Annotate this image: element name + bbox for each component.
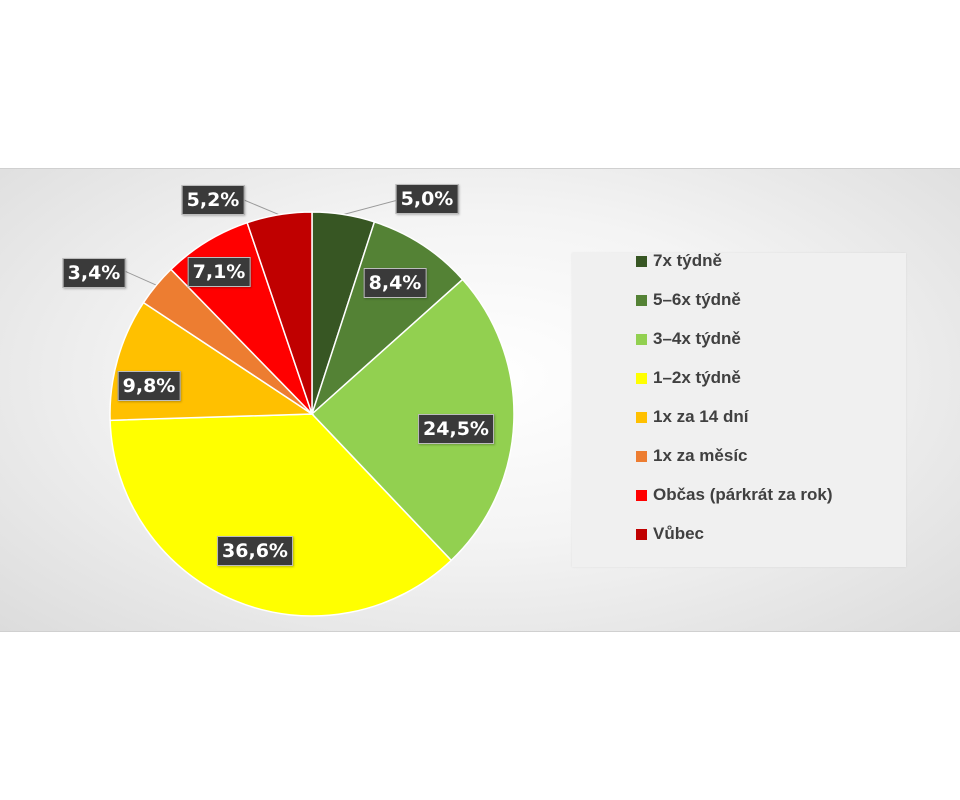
legend-label-1x-za-14-dni: 1x za 14 dní bbox=[653, 407, 749, 426]
data-label-7x-tydne: 5,0% bbox=[395, 184, 459, 214]
legend-item-obcas: Občas (párkrát za rok) bbox=[636, 484, 833, 506]
legend-label-obcas: Občas (párkrát za rok) bbox=[653, 485, 833, 504]
data-label-1x-za-mesic: 3,4% bbox=[62, 258, 126, 288]
legend-swatch-3-4x-tydne bbox=[636, 333, 647, 345]
leader-line-7 bbox=[243, 199, 280, 216]
pie-slice-2 bbox=[310, 278, 515, 562]
legend-swatch-obcas bbox=[636, 489, 647, 501]
legend-item-3-4x-tydne: 3–4x týdně bbox=[636, 328, 741, 350]
data-label-obcas: 7,1% bbox=[187, 257, 251, 287]
legend-swatch-vubec bbox=[636, 528, 647, 540]
pie-slice-3 bbox=[109, 413, 453, 617]
legend-label-7x-tydne: 7x týdně bbox=[653, 251, 722, 270]
legend-swatch-1-2x-tydne bbox=[636, 372, 647, 384]
leader-line-5 bbox=[119, 268, 157, 286]
chart-area: 5,0% 8,4% 24,5% 36,6% 9,8% 3,4% 7,1% 5,2… bbox=[0, 168, 960, 632]
legend-swatch-1x-za-14-dni bbox=[636, 411, 647, 423]
legend-swatch-1x-za-mesic bbox=[636, 450, 647, 462]
legend-item-vubec: Vůbec bbox=[636, 523, 704, 545]
legend-label-3-4x-tydne: 3–4x týdně bbox=[653, 329, 741, 348]
legend-swatch-7x-tydne bbox=[636, 255, 647, 267]
legend-item-1x-za-mesic: 1x za měsíc bbox=[636, 445, 748, 467]
data-label-1x-za-14-dni: 9,8% bbox=[117, 371, 181, 401]
legend-item-7x-tydne: 7x týdně bbox=[636, 250, 722, 272]
legend-swatch-5-6x-tydne bbox=[636, 294, 647, 306]
data-label-1-2x-tydne: 36,6% bbox=[217, 536, 293, 566]
pie-slice-7 bbox=[246, 211, 313, 415]
legend-item-1-2x-tydne: 1–2x týdně bbox=[636, 367, 741, 389]
legend-label-5-6x-tydne: 5–6x týdně bbox=[653, 290, 741, 309]
legend-label-1-2x-tydne: 1–2x týdně bbox=[653, 368, 741, 387]
data-label-vubec: 5,2% bbox=[181, 185, 245, 215]
legend-item-5-6x-tydne: 5–6x týdně bbox=[636, 289, 741, 311]
legend-item-1x-za-14-dni: 1x za 14 dní bbox=[636, 406, 748, 428]
leader-line-0 bbox=[343, 199, 399, 215]
data-label-5-6x-tydne: 8,4% bbox=[363, 268, 427, 298]
data-label-3-4x-tydne: 24,5% bbox=[418, 414, 494, 444]
legend: 7x týdně 5–6x týdně 3–4x týdně 1–2x týdn… bbox=[572, 250, 906, 567]
legend-label-1x-za-mesic: 1x za měsíc bbox=[653, 446, 748, 465]
legend-label-vubec: Vůbec bbox=[653, 524, 705, 543]
